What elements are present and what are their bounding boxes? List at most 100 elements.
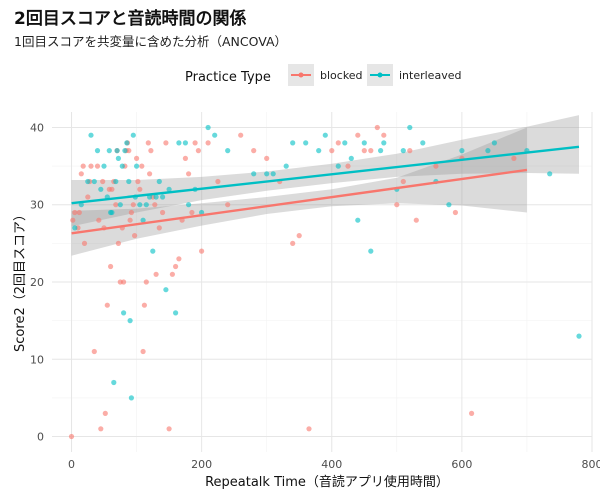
data-point-blocked bbox=[139, 163, 145, 169]
data-point-blocked bbox=[199, 248, 205, 254]
data-point-interleaved bbox=[101, 163, 107, 169]
data-point-interleaved bbox=[114, 148, 120, 154]
data-point-interleaved bbox=[303, 140, 309, 146]
data-point-blocked bbox=[137, 186, 143, 192]
data-point-blocked bbox=[140, 348, 146, 355]
data-point-blocked bbox=[85, 194, 91, 200]
data-point-blocked bbox=[88, 163, 94, 169]
data-point-blocked bbox=[394, 202, 400, 208]
data-point-interleaved bbox=[459, 148, 465, 154]
confidence-band-blocked bbox=[71, 127, 527, 256]
data-point-interleaved bbox=[264, 171, 270, 177]
data-point-interleaved bbox=[491, 140, 497, 146]
data-point-interleaved bbox=[400, 148, 406, 154]
data-point-interleaved bbox=[137, 202, 143, 208]
data-point-blocked bbox=[361, 148, 367, 154]
data-point-interleaved bbox=[547, 171, 553, 177]
data-point-blocked bbox=[189, 209, 195, 216]
data-point-blocked bbox=[306, 426, 312, 432]
data-point-blocked bbox=[127, 217, 133, 223]
regression-lines bbox=[71, 145, 580, 235]
data-point-interleaved bbox=[72, 225, 78, 231]
data-point-blocked bbox=[130, 202, 136, 208]
data-point-interleaved bbox=[153, 194, 159, 200]
data-point-blocked bbox=[469, 410, 475, 416]
data-point-interleaved bbox=[128, 395, 134, 401]
chart-subtitle: 1回目スコアを共変量に含めた分析（ANCOVA） bbox=[14, 34, 288, 49]
x-tick-label: 600 bbox=[451, 458, 472, 471]
data-point-interleaved bbox=[111, 379, 117, 386]
data-point-blocked bbox=[251, 148, 257, 154]
data-point-blocked bbox=[264, 155, 270, 161]
data-point-blocked bbox=[511, 155, 517, 161]
data-points bbox=[68, 124, 582, 440]
data-point-blocked bbox=[109, 186, 115, 192]
data-point-blocked bbox=[153, 271, 159, 277]
data-point-interleaved bbox=[361, 140, 367, 146]
data-point-blocked bbox=[413, 217, 419, 223]
data-point-interleaved bbox=[94, 148, 101, 154]
fit-line-interleaved bbox=[71, 145, 580, 205]
data-point-blocked bbox=[143, 279, 149, 285]
data-point-interleaved bbox=[283, 163, 289, 169]
data-point-interleaved bbox=[316, 148, 322, 154]
y-tick-label: 40 bbox=[30, 121, 44, 134]
data-point-blocked bbox=[407, 148, 413, 154]
data-point-blocked bbox=[296, 233, 302, 239]
data-point-blocked bbox=[238, 132, 244, 138]
data-point-blocked bbox=[145, 140, 151, 146]
data-point-interleaved bbox=[115, 155, 121, 161]
data-point-interleaved bbox=[355, 217, 361, 223]
data-point-blocked bbox=[176, 256, 182, 262]
x-tick-label: 0 bbox=[68, 458, 75, 471]
data-point-blocked bbox=[96, 217, 102, 223]
data-point-interleaved bbox=[322, 132, 328, 138]
data-point-blocked bbox=[225, 202, 231, 208]
data-point-blocked bbox=[100, 178, 106, 185]
data-point-blocked bbox=[163, 140, 169, 146]
data-point-interleaved bbox=[381, 140, 387, 146]
data-point-blocked bbox=[94, 163, 101, 169]
data-point-blocked bbox=[148, 148, 154, 154]
data-point-blocked bbox=[141, 302, 147, 308]
data-point-interleaved bbox=[212, 132, 218, 138]
data-point-interleaved bbox=[446, 202, 452, 208]
data-point-interleaved bbox=[290, 140, 296, 146]
data-point-blocked bbox=[182, 155, 188, 161]
data-point-interleaved bbox=[251, 171, 257, 177]
data-point-interleaved bbox=[176, 140, 182, 146]
confidence-bands bbox=[71, 115, 579, 256]
x-tick-label: 200 bbox=[191, 458, 212, 471]
data-point-blocked bbox=[121, 279, 127, 285]
data-point-interleaved bbox=[140, 217, 146, 223]
y-tick-label: 20 bbox=[30, 276, 44, 289]
data-point-blocked bbox=[160, 209, 166, 216]
data-point-interleaved bbox=[368, 248, 374, 254]
data-point-interleaved bbox=[485, 148, 491, 154]
data-point-blocked bbox=[173, 263, 179, 270]
data-point-blocked bbox=[381, 132, 387, 138]
data-point-blocked bbox=[169, 271, 175, 277]
data-point-blocked bbox=[98, 426, 104, 432]
data-point-interleaved bbox=[109, 209, 115, 216]
data-point-interleaved bbox=[85, 178, 91, 185]
data-point-blocked bbox=[156, 225, 162, 231]
y-tick-label: 10 bbox=[30, 353, 44, 366]
data-point-interleaved bbox=[124, 140, 130, 146]
legend-title: Practice Type bbox=[185, 70, 271, 85]
legend-label-blocked: blocked bbox=[320, 69, 363, 82]
data-point-blocked bbox=[329, 148, 335, 154]
data-point-interleaved bbox=[127, 318, 133, 324]
data-point-interleaved bbox=[348, 155, 354, 161]
data-point-blocked bbox=[80, 163, 86, 169]
data-point-blocked bbox=[215, 178, 221, 185]
data-point-blocked bbox=[113, 202, 119, 208]
data-point-interleaved bbox=[407, 124, 413, 131]
y-axis-title: Score2（2回目スコア） bbox=[13, 208, 28, 352]
data-point-interleaved bbox=[182, 140, 188, 146]
legend: Practice Type blocked interleaved bbox=[185, 64, 461, 86]
fit-line-blocked bbox=[71, 168, 528, 235]
data-point-blocked bbox=[400, 178, 406, 185]
data-point-interleaved bbox=[88, 132, 94, 138]
